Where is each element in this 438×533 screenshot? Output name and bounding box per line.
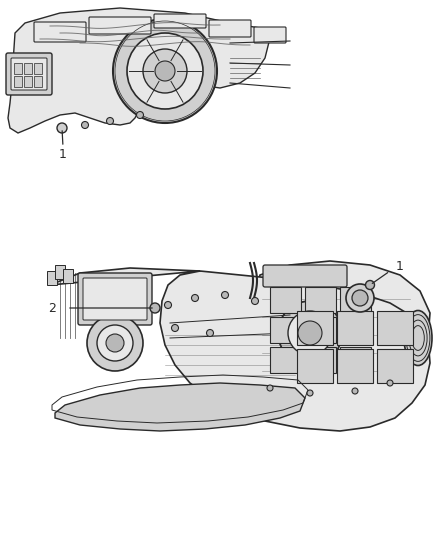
Text: 2: 2 — [48, 302, 56, 314]
FancyBboxPatch shape — [34, 22, 86, 42]
Circle shape — [307, 390, 313, 396]
Circle shape — [127, 33, 203, 109]
Bar — [24, 63, 32, 74]
Circle shape — [288, 311, 332, 355]
Circle shape — [267, 385, 273, 391]
Bar — [377, 349, 413, 383]
Circle shape — [191, 295, 198, 302]
FancyBboxPatch shape — [78, 273, 152, 325]
Circle shape — [346, 284, 374, 312]
Bar — [34, 76, 42, 87]
FancyBboxPatch shape — [209, 20, 251, 37]
Text: 1: 1 — [396, 260, 404, 272]
Circle shape — [172, 325, 179, 332]
FancyBboxPatch shape — [83, 278, 147, 320]
Bar — [305, 287, 336, 313]
FancyBboxPatch shape — [6, 53, 52, 95]
Circle shape — [222, 292, 229, 298]
FancyBboxPatch shape — [263, 265, 347, 287]
Circle shape — [352, 388, 358, 394]
Circle shape — [106, 334, 124, 352]
Circle shape — [206, 329, 213, 336]
Ellipse shape — [404, 311, 432, 366]
Bar — [340, 287, 371, 313]
Polygon shape — [250, 261, 430, 395]
Bar — [47, 271, 57, 285]
Circle shape — [352, 290, 368, 306]
Polygon shape — [8, 8, 270, 133]
Circle shape — [387, 380, 393, 386]
Text: 1: 1 — [59, 149, 67, 161]
Bar — [14, 63, 22, 74]
Circle shape — [278, 301, 342, 365]
Bar — [270, 347, 301, 373]
Bar — [337, 311, 373, 345]
Bar — [55, 265, 65, 279]
Circle shape — [137, 111, 144, 118]
FancyBboxPatch shape — [154, 14, 206, 28]
Circle shape — [251, 297, 258, 304]
Polygon shape — [50, 268, 430, 431]
Bar — [24, 76, 32, 87]
Bar — [297, 349, 333, 383]
Circle shape — [143, 49, 187, 93]
Bar — [305, 317, 336, 343]
FancyBboxPatch shape — [11, 58, 47, 90]
FancyBboxPatch shape — [89, 17, 151, 34]
Circle shape — [165, 302, 172, 309]
Bar — [305, 347, 336, 373]
Bar — [270, 287, 301, 313]
Circle shape — [298, 321, 322, 345]
Circle shape — [81, 122, 88, 128]
Bar — [337, 349, 373, 383]
Bar — [377, 311, 413, 345]
Polygon shape — [55, 383, 305, 431]
Circle shape — [106, 117, 113, 125]
Circle shape — [365, 280, 374, 289]
Circle shape — [87, 315, 143, 371]
FancyBboxPatch shape — [254, 27, 286, 43]
Bar — [297, 311, 333, 345]
Circle shape — [155, 61, 175, 81]
Circle shape — [150, 303, 160, 313]
Bar — [270, 317, 301, 343]
Bar — [63, 269, 73, 283]
Bar — [340, 347, 371, 373]
Circle shape — [57, 123, 67, 133]
Bar — [14, 76, 22, 87]
Bar — [34, 63, 42, 74]
Bar — [340, 317, 371, 343]
Circle shape — [113, 19, 217, 123]
Circle shape — [97, 325, 133, 361]
